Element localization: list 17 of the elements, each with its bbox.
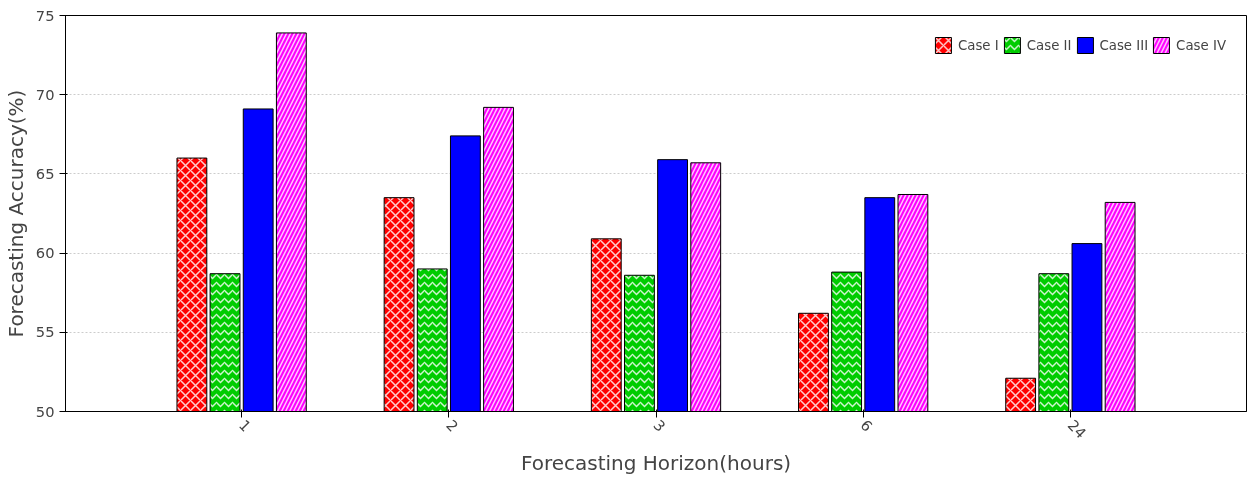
legend-label: Case IV bbox=[1176, 37, 1226, 53]
x-tick-label: 1 bbox=[235, 416, 255, 435]
y-tick-label: 65 bbox=[35, 164, 55, 182]
legend-label: Case III bbox=[1099, 37, 1149, 53]
y-tick-label: 75 bbox=[35, 6, 55, 24]
x-tick-label: 6 bbox=[857, 416, 877, 435]
x-tick-label: 2 bbox=[443, 416, 462, 435]
legend-label: Case II bbox=[1026, 37, 1072, 53]
y-tick-label: 55 bbox=[35, 323, 55, 341]
y-tick-label: 70 bbox=[35, 85, 55, 103]
y-tick-label: 60 bbox=[35, 244, 55, 262]
y-axis-title: Forecasting Accuracy(%) bbox=[3, 89, 28, 338]
y-tick-label: 50 bbox=[35, 402, 55, 420]
legend-label: Case I bbox=[957, 37, 999, 53]
x-tick-label: 24 bbox=[1064, 416, 1090, 442]
x-axis-title: Forecasting Horizon(hours) bbox=[520, 450, 792, 475]
x-tick-label: 3 bbox=[650, 416, 669, 435]
